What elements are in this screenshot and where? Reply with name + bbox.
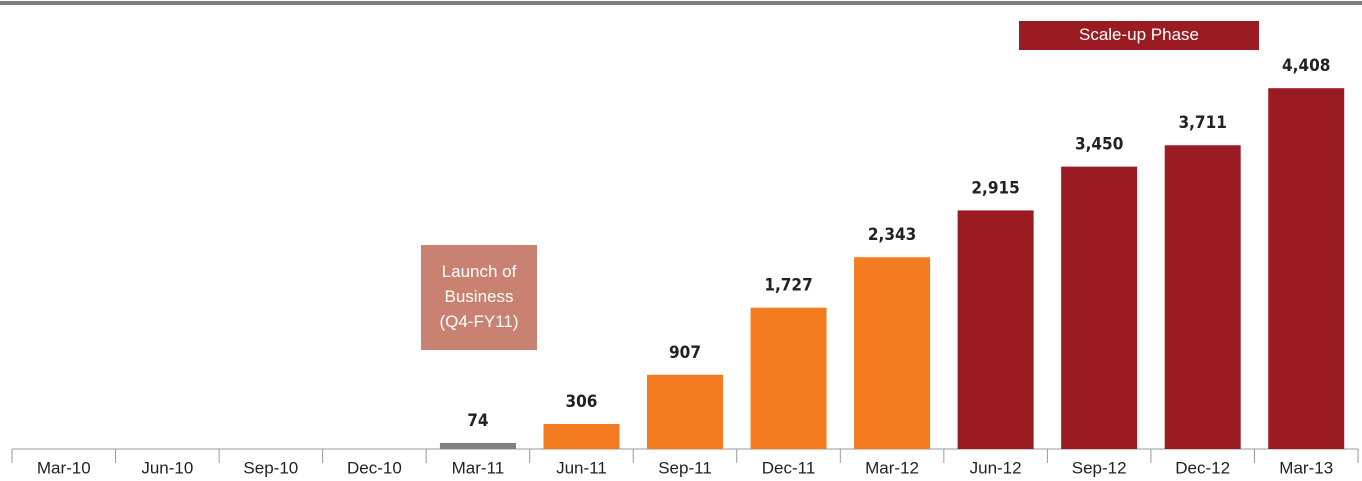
annotation-box <box>421 245 537 350</box>
annotation-text: Launch of <box>442 262 517 281</box>
top-rule <box>0 1 1362 5</box>
value-label: 2,915 <box>971 178 1019 198</box>
x-tick-label: Jun-12 <box>970 458 1022 477</box>
annotation-text: (Q4-FY11) <box>439 312 518 331</box>
x-tick-label: Mar-13 <box>1279 458 1333 477</box>
x-tick-label: Sep-10 <box>243 458 298 477</box>
bar <box>1268 88 1345 450</box>
x-tick-label: Mar-11 <box>452 458 505 477</box>
value-label: 907 <box>669 343 701 363</box>
bar <box>854 257 931 449</box>
x-tick-label: Jun-11 <box>556 458 607 477</box>
bar <box>1061 166 1138 449</box>
x-tick-label: Mar-12 <box>865 458 919 477</box>
bar <box>543 423 620 449</box>
bar <box>1164 145 1241 449</box>
bar <box>957 210 1034 449</box>
value-label: 3,711 <box>1178 113 1226 133</box>
x-tick-label: Jun-10 <box>141 458 193 477</box>
x-tick-label: Mar-10 <box>37 458 91 477</box>
bar <box>439 442 516 449</box>
x-tick-label: Sep-11 <box>658 458 712 477</box>
value-label: 4,408 <box>1282 56 1330 76</box>
x-tick-label: Sep-12 <box>1072 458 1127 477</box>
value-label: 306 <box>565 392 597 412</box>
x-tick-label: Dec-10 <box>347 458 402 477</box>
x-tick-label: Dec-12 <box>1175 458 1230 477</box>
x-tick-label: Dec-11 <box>762 458 816 477</box>
annotation-box <box>1019 21 1259 50</box>
bar <box>647 374 723 449</box>
value-label: 2,343 <box>868 225 916 245</box>
value-label: 74 <box>467 411 488 431</box>
annotation-text: Business <box>445 287 514 306</box>
value-label: 1,727 <box>764 276 812 296</box>
value-label: 3,450 <box>1075 135 1123 155</box>
bar <box>750 307 827 449</box>
annotation-text: Scale-up Phase <box>1079 25 1199 44</box>
